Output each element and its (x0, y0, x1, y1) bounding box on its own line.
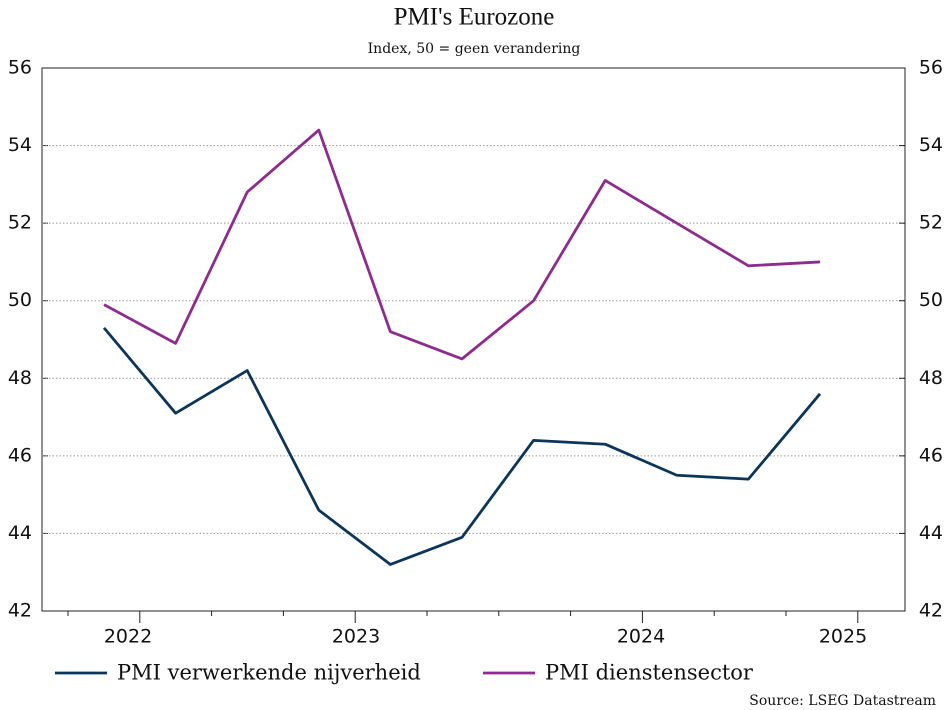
x-tick-label: 2022 (104, 626, 152, 648)
y-tick-label: 42 (8, 600, 32, 622)
x-tick-label: 2024 (617, 626, 665, 648)
chart-title: PMI's Eurozone (394, 4, 555, 31)
y2-tick-label: 46 (919, 444, 943, 466)
y2-tick-label: 42 (919, 600, 943, 622)
y-tick-label: 52 (8, 212, 32, 234)
y-tick-label: 46 (8, 444, 32, 466)
y-tick-label: 54 (8, 134, 32, 156)
y-tick-label: 48 (8, 367, 32, 389)
legend-label: PMI dienstensector (545, 661, 754, 685)
series-line (103, 128, 821, 361)
x-tick-label: 2025 (819, 626, 867, 648)
x-tick-label: 2023 (332, 626, 380, 648)
y2-tick-label: 48 (919, 367, 943, 389)
y-tick-label: 56 (8, 57, 32, 79)
legend-label: PMI verwerkende nijverheid (117, 661, 421, 685)
series-line (102, 326, 822, 566)
plot-frame (41, 67, 906, 612)
source: Source: LSEG Datastream (749, 693, 936, 709)
y-tick-label: 44 (8, 522, 32, 544)
y2-tick-label: 52 (919, 212, 943, 234)
y2-tick-label: 54 (919, 134, 943, 156)
y2-tick-label: 56 (919, 57, 943, 79)
y2-tick-label: 50 (919, 289, 943, 311)
y2-tick-label: 44 (919, 522, 943, 544)
chart-subtitle: Index, 50 = geen verandering (368, 41, 581, 57)
y-tick-label: 50 (8, 289, 32, 311)
